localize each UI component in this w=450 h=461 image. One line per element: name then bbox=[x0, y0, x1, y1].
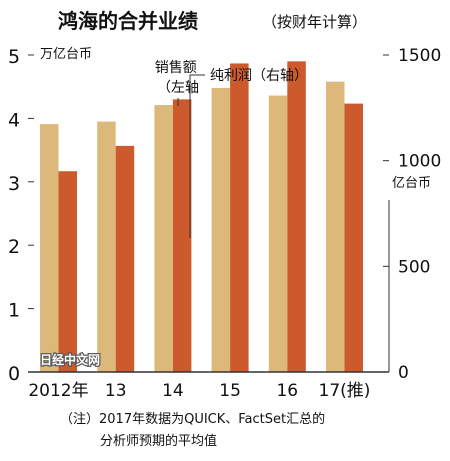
left-tick-label: 4 bbox=[8, 109, 20, 131]
x-tick-label: 2012年 bbox=[28, 381, 88, 401]
bar-profit bbox=[172, 99, 192, 372]
right-tick-label: 1500 bbox=[398, 46, 441, 66]
legend-sales: 销售额 （左轴 bbox=[155, 60, 201, 96]
legend-profit-leader bbox=[189, 74, 205, 238]
left-tick-label: 0 bbox=[8, 363, 20, 385]
left-tick-label: 3 bbox=[8, 173, 20, 195]
legend-profit: 纯利润（右轴） bbox=[210, 68, 308, 84]
bar-sales bbox=[326, 81, 345, 373]
left-tick-label: 5 bbox=[8, 46, 20, 68]
left-tick-label: 2 bbox=[8, 236, 20, 258]
bar-sales bbox=[40, 124, 59, 372]
bar-profit bbox=[344, 103, 363, 373]
bar-profit bbox=[230, 63, 249, 372]
right-tick-label: 500 bbox=[398, 257, 430, 277]
x-tick-label: 17(推) bbox=[319, 381, 371, 401]
bar-sales bbox=[268, 95, 288, 373]
bar-sales bbox=[154, 105, 173, 372]
x-tick-label: 13 bbox=[105, 381, 127, 401]
footnote-line-1: （注）2017年数据为QUICK、FactSet汇总的 bbox=[60, 411, 325, 427]
x-tick-label: 16 bbox=[276, 381, 298, 401]
left-tick-label: 1 bbox=[8, 300, 20, 322]
right-axis-unit: 亿台币 bbox=[392, 176, 431, 191]
x-tick-label: 15 bbox=[219, 381, 241, 401]
bar-profit bbox=[287, 61, 306, 373]
bar-sales bbox=[211, 87, 231, 372]
watermark-text: 日经中文网 bbox=[40, 352, 100, 367]
chart-subtitle: （按财年计算） bbox=[262, 13, 367, 31]
footnote-line-2: 分析师预期的平均值 bbox=[100, 433, 217, 449]
right-tick-label: 1000 bbox=[398, 152, 441, 172]
chart-title: 鸿海的合并业绩 bbox=[58, 9, 198, 33]
x-tick-label: 14 bbox=[162, 381, 184, 401]
bar-profit bbox=[115, 145, 135, 372]
right-tick-label: 0 bbox=[398, 363, 409, 383]
left-axis-unit: 万亿台币 bbox=[40, 47, 92, 62]
bar-sales bbox=[97, 121, 116, 372]
bar-profit bbox=[58, 171, 77, 372]
